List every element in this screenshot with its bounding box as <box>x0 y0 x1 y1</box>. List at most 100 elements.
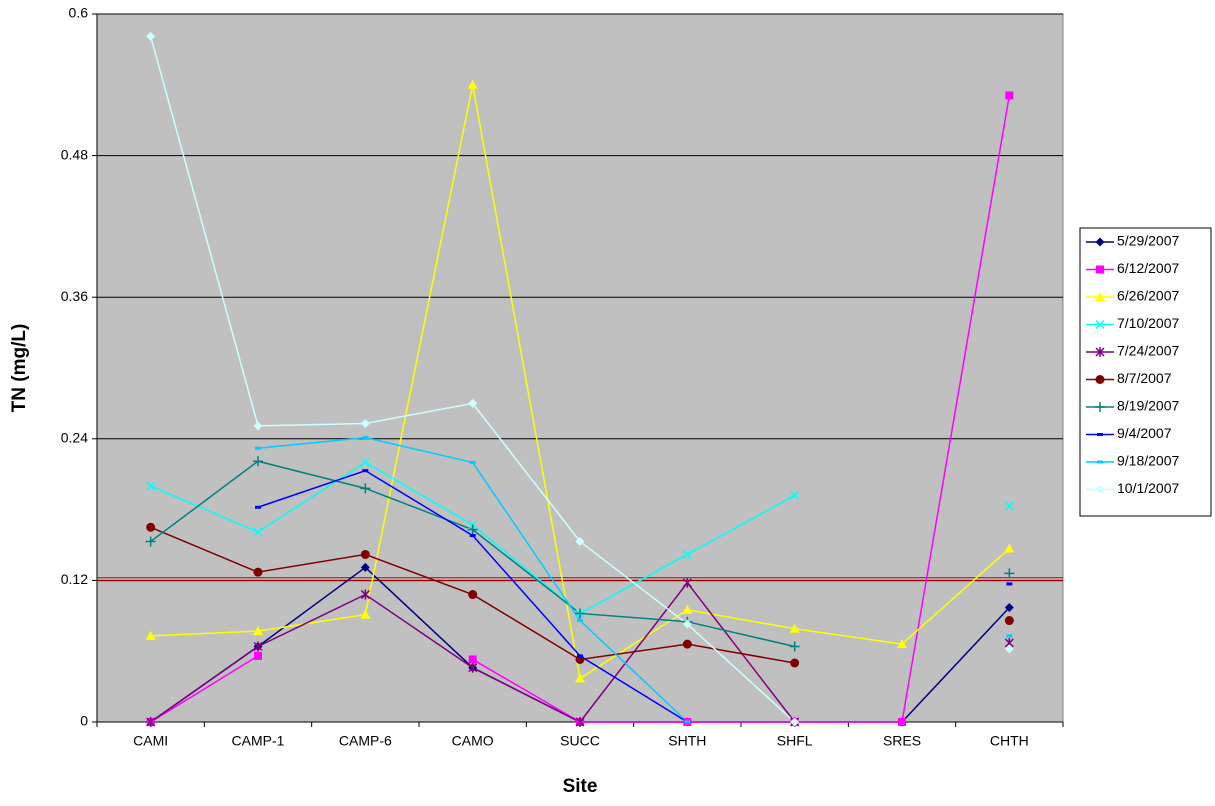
data-point <box>255 505 261 509</box>
data-point <box>898 718 906 726</box>
x-tick-label: SHFL <box>777 733 813 749</box>
data-point <box>360 589 370 600</box>
data-point <box>253 456 263 467</box>
data-point <box>253 626 263 636</box>
legend-marker <box>1097 433 1103 436</box>
legend-marker <box>1095 402 1105 412</box>
data-point <box>790 658 800 668</box>
data-point <box>360 457 370 467</box>
data-point <box>360 609 371 619</box>
y-tick-label: 0.6 <box>69 5 89 21</box>
x-axis-title: Site <box>563 776 598 797</box>
data-point <box>575 717 585 727</box>
data-point <box>253 641 263 652</box>
data-point <box>1004 603 1014 613</box>
y-axis-title: TN (mg/L) <box>9 324 30 413</box>
legend-marker <box>1095 347 1105 357</box>
data-point <box>682 577 692 588</box>
x-tick-label: CAMP-1 <box>232 733 285 749</box>
data-point <box>1004 543 1015 553</box>
x-tick-label: CHTH <box>990 733 1029 749</box>
data-point <box>360 562 370 572</box>
data-point <box>575 608 585 619</box>
legend-marker <box>1095 375 1105 384</box>
data-point <box>360 418 370 428</box>
data-point <box>469 534 476 538</box>
data-point <box>360 483 371 494</box>
data-point <box>145 630 156 640</box>
x-tick-label: CAMI <box>133 733 168 749</box>
data-point <box>145 536 156 547</box>
data-point <box>1004 501 1014 511</box>
data-point <box>146 481 156 491</box>
legend-box <box>1079 227 1212 517</box>
x-tick-label: SHTH <box>668 733 706 749</box>
legend-marker <box>1095 485 1105 494</box>
series-line <box>150 95 1011 723</box>
data-point <box>468 590 478 600</box>
data-point <box>467 524 478 535</box>
data-point <box>575 673 585 683</box>
data-point <box>789 623 800 633</box>
data-point <box>1004 644 1014 654</box>
data-point <box>1005 91 1014 100</box>
y-tick-label: 0.24 <box>61 430 88 446</box>
legend-label: 9/18/2007 <box>1117 453 1179 469</box>
data-point <box>682 619 692 629</box>
data-point <box>790 717 800 727</box>
data-point <box>468 655 477 664</box>
data-point <box>253 527 263 537</box>
legend-marker <box>1097 460 1103 464</box>
data-point <box>362 469 369 473</box>
data-point <box>467 79 478 89</box>
legend-label: 9/4/2007 <box>1117 425 1172 441</box>
data-point <box>468 398 478 408</box>
legend-marker <box>1095 319 1105 330</box>
legend-label: 6/26/2007 <box>1117 288 1179 304</box>
plot-area <box>96 13 1064 723</box>
data-point <box>577 654 583 658</box>
data-point <box>469 460 476 464</box>
data-point <box>253 567 263 577</box>
data-point <box>684 720 691 724</box>
legend-label: 7/24/2007 <box>1117 343 1179 359</box>
data-point <box>682 604 693 614</box>
data-point <box>1004 616 1014 626</box>
data-point <box>146 522 156 532</box>
legend-label: 8/7/2007 <box>1117 370 1172 386</box>
data-point <box>360 549 370 559</box>
legend-label: 8/19/2007 <box>1117 398 1179 414</box>
data-point <box>1006 634 1013 638</box>
data-point <box>577 619 583 623</box>
legend-label: 7/10/2007 <box>1117 315 1179 331</box>
data-point <box>255 446 261 450</box>
x-tick-label: SUCC <box>560 733 600 749</box>
data-point <box>1004 568 1015 579</box>
y-tick-label: 0.12 <box>61 571 88 587</box>
legend-marker <box>1096 265 1104 274</box>
y-tick-label: 0.36 <box>61 288 88 304</box>
data-point <box>468 662 478 673</box>
legend-label: 5/29/2007 <box>1117 233 1179 249</box>
data-point <box>146 717 156 727</box>
x-tick-label: CAMP-6 <box>339 733 392 749</box>
y-tick-label: 0 <box>80 713 88 729</box>
data-point <box>146 31 156 41</box>
legend-label: 10/1/2007 <box>1117 480 1179 496</box>
data-point <box>575 536 585 546</box>
x-tick-label: SRES <box>883 733 921 749</box>
legend-marker <box>1095 292 1105 301</box>
data-point <box>682 549 692 559</box>
data-point <box>897 639 907 649</box>
data-point <box>682 639 692 649</box>
data-point <box>1006 582 1013 586</box>
data-point <box>362 436 369 440</box>
x-tick-label: CAMO <box>452 733 494 749</box>
legend-label: 6/12/2007 <box>1117 260 1179 276</box>
data-point <box>254 651 262 660</box>
data-point <box>790 490 800 500</box>
data-point <box>789 641 800 652</box>
y-tick-label: 0.48 <box>61 146 88 162</box>
legend-marker <box>1095 237 1105 247</box>
